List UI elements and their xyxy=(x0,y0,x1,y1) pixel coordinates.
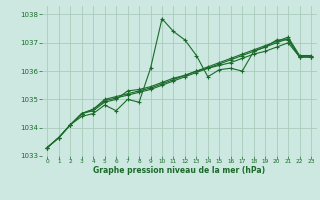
X-axis label: Graphe pression niveau de la mer (hPa): Graphe pression niveau de la mer (hPa) xyxy=(93,166,265,175)
